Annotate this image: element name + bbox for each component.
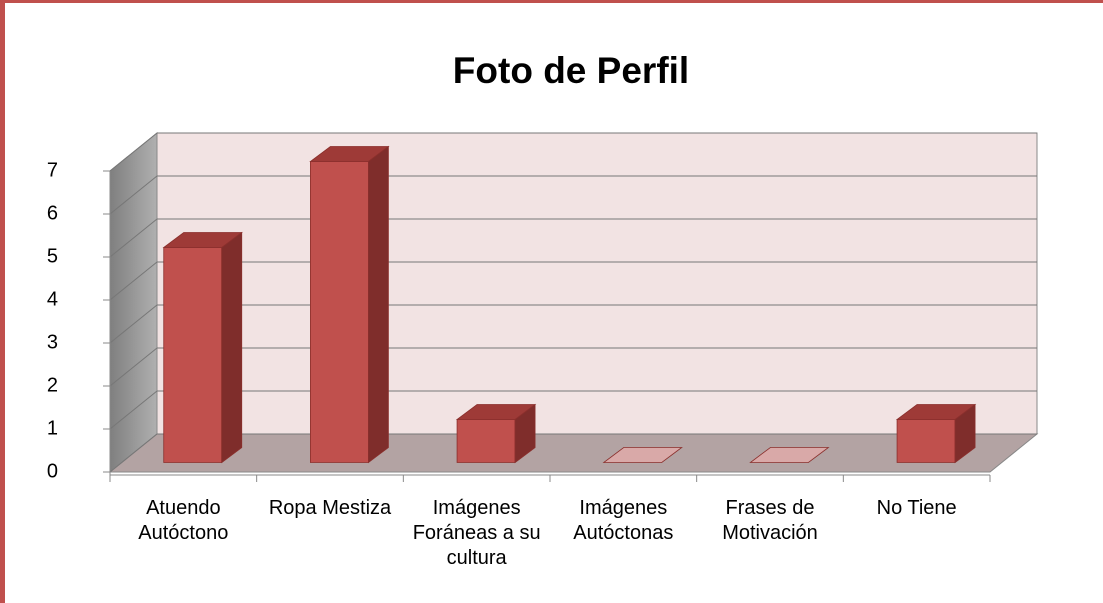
grid-line [109,261,158,301]
grid-line [109,218,158,258]
bar-top [162,232,243,248]
bar-front [456,419,516,463]
chart-title: Foto de Perfil [453,50,689,91]
bar-top [602,447,683,463]
back-wall [156,132,1038,435]
grid-line [109,132,158,172]
bar-top [309,146,390,162]
x-tick-label: No Tiene [876,497,957,519]
y-tick-label: 7 [47,159,58,181]
grid-line [109,433,158,473]
x-tick-label: Imágenes Autóctonas [573,497,674,544]
y-tick-label: 6 [47,202,58,224]
bar [602,447,683,463]
bar [162,231,243,464]
grid-line [109,390,158,430]
y-tick-label: 5 [47,245,58,267]
grid-line [109,347,158,387]
grid-line [109,175,158,215]
bar-top [895,404,977,420]
y-tick-label: 2 [47,374,58,396]
y-tick-label: 4 [47,288,58,310]
grid-line [109,304,158,344]
bar-front [309,161,369,463]
bar-side [221,231,243,464]
x-tick-label: Atuendo Autóctono [138,497,229,544]
y-tick-label: 1 [47,417,58,439]
bar-side [367,145,389,464]
bar-front [896,419,956,463]
bar [455,403,537,464]
y-tick-label: 3 [47,331,58,353]
x-tick-label: Frases de Motivación [722,497,818,544]
bar [895,403,977,464]
bar-top [749,447,830,463]
x-tick-label: Ropa Mestiza [268,497,392,519]
bar-top [455,404,537,420]
bar [749,447,830,463]
bar-front [163,247,223,463]
side-wall [109,131,158,474]
bar [309,145,390,464]
y-tick-label: 0 [47,460,58,482]
x-tick-label: Imágenes Foráneas a su cultura [412,497,541,569]
